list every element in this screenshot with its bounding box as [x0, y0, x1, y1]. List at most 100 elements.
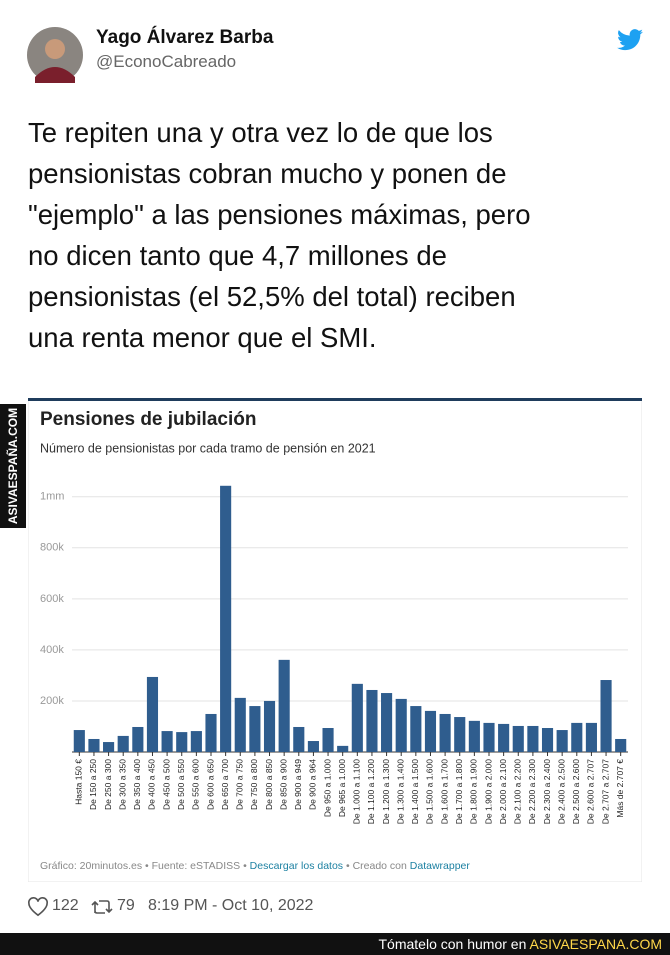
chart-top-border	[28, 398, 642, 401]
bar	[161, 731, 173, 752]
chart-source: Gráfico: 20minutos.es • Fuente: eSTADISS…	[40, 860, 470, 872]
footer-text: Tómatelo con humor en ASIVAESPANA.COM	[379, 936, 663, 952]
tweet-line: "ejemplo" a las pensiones máximas, pero	[28, 199, 531, 230]
chart-card	[28, 398, 642, 882]
bar	[351, 683, 363, 752]
x-tick-label: De 1.200 a 1.300	[381, 759, 391, 824]
x-tick-label: De 900 a 964	[308, 759, 318, 810]
x-tick-label: De 2.707 a 2.707	[600, 759, 610, 824]
bar	[424, 710, 437, 752]
y-tick-label: 600k	[40, 593, 64, 605]
x-tick-label: De 700 a 750	[235, 759, 245, 810]
tweet-line: pensionistas cobran mucho y ponen de	[28, 158, 507, 189]
retweet-icon[interactable]	[90, 898, 114, 916]
y-tick-label: 1mm	[40, 491, 64, 503]
x-tick-label: De 900 a 949	[293, 759, 303, 810]
bar	[249, 706, 261, 752]
bar	[410, 706, 422, 752]
like-count: 122	[52, 897, 79, 914]
bar	[103, 742, 115, 752]
x-tick-label: De 1.000 a 1.100	[352, 759, 362, 824]
x-tick-label: De 250 a 300	[103, 759, 113, 810]
chart-subtitle: Número de pensionistas por cada tramo de…	[40, 441, 376, 455]
bar	[190, 731, 202, 752]
footer-slogan: Tómatelo con humor en	[378, 936, 527, 952]
tweet-line: no dicen tanto que 4,7 millones de	[28, 240, 447, 271]
x-tick-label: De 2.300 a 2.400	[542, 759, 552, 824]
bar	[498, 723, 510, 752]
x-tick-label: De 2.200 a 2.300	[527, 759, 537, 824]
y-tick-label: 400k	[40, 644, 64, 656]
x-tick-label: De 300 a 350	[117, 759, 127, 810]
footer-site[interactable]: ASIVAESPANA.COM	[529, 936, 662, 952]
x-tick-label: De 2.000 a 2.100	[498, 759, 508, 824]
x-tick-label: De 1.100 a 1.200	[366, 759, 376, 824]
bar	[263, 700, 276, 752]
bar	[527, 725, 539, 752]
x-tick-label: De 2.600 a 2.707	[586, 759, 596, 824]
bar	[88, 738, 100, 752]
y-tick-label: 800k	[40, 542, 64, 554]
bar	[439, 713, 451, 752]
x-tick-label: De 750 a 800	[249, 759, 259, 810]
bar	[541, 728, 554, 752]
tweet-line: pensionistas (el 52,5% del total) recibe…	[28, 281, 516, 312]
chart-title: Pensiones de jubilación	[40, 409, 256, 430]
bar	[322, 728, 334, 752]
user-name[interactable]: Yago Álvarez Barba	[96, 27, 274, 48]
retweet-count: 79	[117, 897, 135, 914]
x-tick-label: De 2.400 a 2.500	[556, 759, 566, 824]
x-tick-label: De 1.700 a 1.800	[454, 759, 464, 824]
source-text: Gráfico: 20minutos.es • Fuente: eSTADISS…	[40, 860, 250, 872]
x-tick-label: De 400 a 450	[147, 759, 157, 810]
x-tick-label: De 2.500 a 2.600	[571, 759, 581, 824]
x-tick-label: De 800 a 850	[264, 759, 274, 810]
bar	[468, 720, 480, 752]
bar	[556, 730, 568, 752]
x-tick-label: De 450 a 500	[161, 759, 171, 810]
source-link[interactable]: Descargar los datos	[250, 860, 343, 872]
source-text: • Creado con	[343, 860, 410, 872]
x-tick-label: De 1.400 a 1.500	[410, 759, 420, 824]
x-tick-label: De 965 a 1.000	[337, 759, 347, 817]
watermark-bg	[0, 404, 26, 528]
bar	[454, 717, 466, 752]
source-link[interactable]: Datawrapper	[410, 860, 471, 872]
x-tick-label: Más de 2.707 €	[615, 759, 625, 818]
bar	[395, 698, 407, 752]
bar	[234, 697, 246, 752]
like-icon[interactable]	[27, 897, 49, 917]
x-tick-label: De 1.600 a 1.700	[439, 759, 449, 824]
x-tick-label: De 350 a 400	[132, 759, 142, 810]
x-tick-label: De 950 a 1.000	[322, 759, 332, 817]
bar	[278, 659, 290, 752]
twitter-logo[interactable]	[617, 29, 643, 51]
watermark: ASIVAESPAÑA.COM	[6, 407, 20, 525]
bar	[132, 726, 144, 752]
bar	[600, 680, 612, 752]
bar	[512, 725, 524, 752]
x-tick-label: Hasta 150 €	[74, 759, 84, 805]
bar	[205, 713, 217, 752]
x-tick-label: De 150 a 250	[88, 759, 98, 810]
bar	[220, 485, 232, 752]
bar	[615, 738, 627, 752]
bar	[146, 676, 159, 752]
x-tick-label: De 2.100 a 2.200	[513, 759, 523, 824]
user-handle[interactable]: @EconoCabreado	[96, 52, 237, 71]
bar	[483, 722, 495, 752]
bar	[585, 722, 597, 752]
bar	[366, 689, 378, 752]
avatar[interactable]	[27, 27, 83, 83]
x-tick-label: De 1.900 a 2.000	[483, 759, 493, 824]
tweet-text: Te repiten una y otra vez lo de que los p…	[28, 112, 531, 358]
bar	[571, 722, 583, 752]
bar	[73, 730, 85, 752]
tweet-line: Te repiten una y otra vez lo de que los	[28, 117, 493, 148]
tweet-line: una renta menor que el SMI.	[28, 322, 377, 353]
bar	[337, 745, 349, 752]
x-tick-label: De 1.300 a 1.400	[395, 759, 405, 824]
x-tick-label: De 850 a 900	[278, 759, 288, 810]
bar	[381, 693, 393, 752]
